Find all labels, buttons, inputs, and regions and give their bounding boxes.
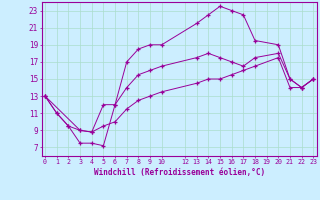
X-axis label: Windchill (Refroidissement éolien,°C): Windchill (Refroidissement éolien,°C)	[94, 168, 265, 177]
